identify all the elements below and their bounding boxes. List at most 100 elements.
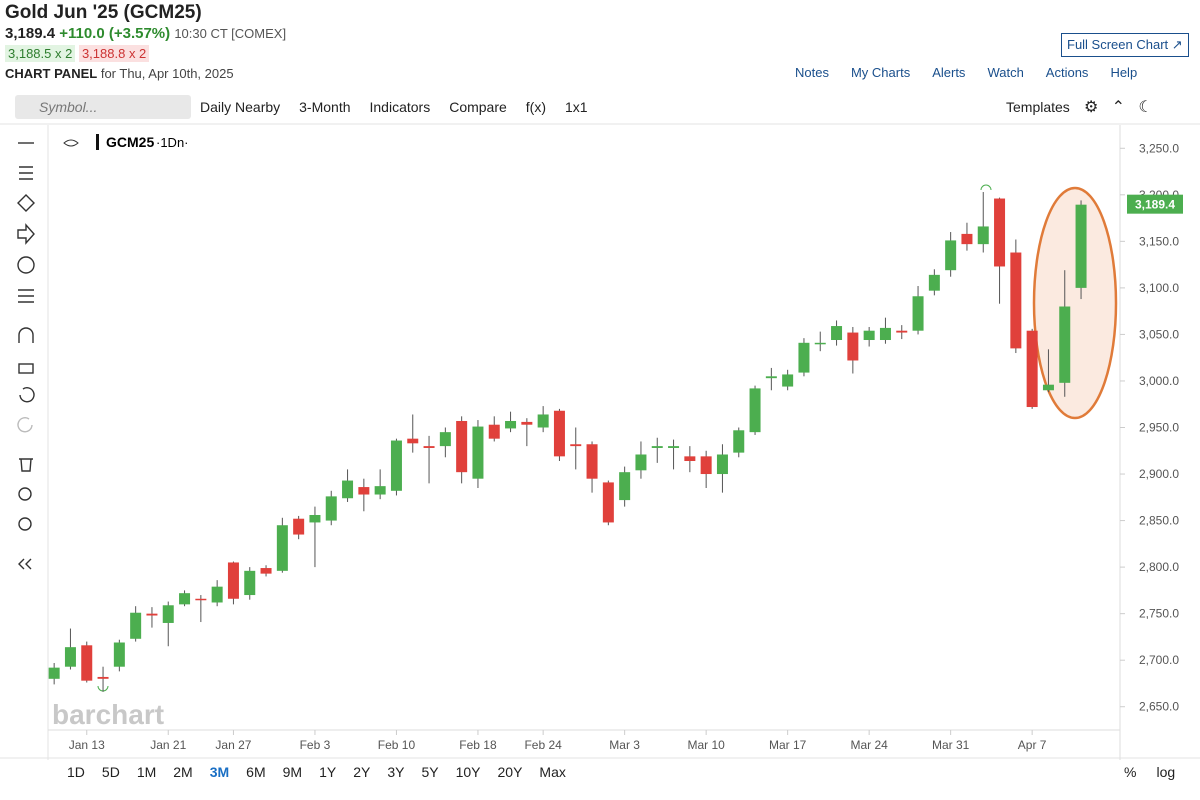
y-tick-label: 2,750.0: [1139, 607, 1179, 621]
tool-zoom-in[interactable]: [18, 487, 32, 501]
bid: 3,188.5 x 2: [5, 45, 76, 62]
candle-body: [668, 446, 680, 448]
tool-collapse[interactable]: [18, 558, 32, 570]
tool-magnet[interactable]: [18, 327, 34, 343]
candle-body: [48, 667, 60, 679]
candle-body: [64, 647, 76, 667]
x-tick-label: Feb 3: [300, 738, 331, 752]
range-button[interactable]: 2Y: [353, 764, 371, 780]
candle-body: [488, 424, 500, 439]
panel-label: CHART PANEL for Thu, Apr 10th, 2025: [5, 66, 234, 81]
range-button[interactable]: 5Y: [421, 764, 439, 780]
toolbar-item[interactable]: Indicators: [369, 99, 431, 115]
nav-link[interactable]: Watch: [987, 65, 1024, 80]
y-tick-label: 3,100.0: [1139, 281, 1179, 295]
tool-arrow[interactable]: [17, 223, 35, 245]
range-button[interactable]: 5D: [101, 764, 120, 780]
scale-option[interactable]: %: [1124, 764, 1137, 780]
toolbar-item[interactable]: Daily Nearby: [200, 99, 281, 115]
candle-body: [879, 327, 891, 341]
tool-lock[interactable]: [18, 363, 34, 374]
candle-body: [342, 480, 354, 499]
candle-body: [1042, 384, 1054, 391]
toolbar-icons[interactable]: ⚙ ⌃ ☾: [1084, 99, 1153, 116]
candle-body: [896, 330, 908, 333]
candle-body: [716, 454, 728, 475]
x-tick-label: Feb 24: [524, 738, 562, 752]
candle-body: [390, 440, 402, 491]
nav-link[interactable]: Help: [1110, 65, 1138, 80]
nav-link[interactable]: My Charts: [850, 65, 911, 80]
toolbar-item[interactable]: 3-Month: [299, 99, 351, 115]
last-price-label: 3,189.4: [1135, 198, 1175, 212]
tool-undo[interactable]: [19, 387, 35, 403]
candle-body: [325, 496, 337, 521]
y-tick-label: 2,850.0: [1139, 514, 1179, 528]
toolbar-item[interactable]: f(x): [525, 99, 547, 115]
range-button[interactable]: 1M: [136, 764, 157, 780]
range-button[interactable]: Max: [539, 764, 566, 780]
bid-ask: 3,188.5 x 2 3,188.8 x 2: [5, 45, 150, 62]
candle-body: [602, 482, 614, 523]
highlight-ellipse: [1032, 186, 1118, 420]
x-tick-label: Mar 10: [687, 738, 725, 752]
nav-link[interactable]: Notes: [795, 65, 829, 80]
range-button[interactable]: 10Y: [455, 764, 481, 780]
candle-body: [863, 330, 875, 341]
tool-fib[interactable]: [19, 166, 33, 180]
y-tick-label: 3,000.0: [1139, 374, 1179, 388]
templates[interactable]: Templates: [1006, 99, 1070, 115]
candle-body: [537, 414, 549, 428]
candle-body: [635, 454, 647, 471]
legend-eye[interactable]: [63, 139, 79, 147]
tool-redo[interactable]: [17, 417, 33, 433]
candle-body: [505, 420, 517, 429]
legend-symbol: GCM25: [106, 134, 154, 150]
candle-body: [293, 518, 305, 535]
candle-body: [1075, 204, 1087, 288]
quote: 3,189.4 +110.0 (+3.57%) 10:30 CT [COMEX]: [5, 25, 286, 42]
candle-body: [244, 570, 256, 596]
high-marker: [980, 184, 992, 191]
range-button[interactable]: 3M: [209, 764, 230, 780]
candle-body: [195, 598, 207, 601]
range-button[interactable]: 9M: [282, 764, 303, 780]
y-tick-label: 2,700.0: [1139, 653, 1179, 667]
candle-body: [651, 446, 663, 448]
scale-option[interactable]: log: [1156, 764, 1176, 780]
nav-link[interactable]: Actions: [1045, 65, 1089, 80]
range-button[interactable]: 1Y: [319, 764, 337, 780]
x-tick-label: Mar 31: [932, 738, 970, 752]
candle-body: [684, 456, 696, 462]
range-button[interactable]: 6M: [246, 764, 266, 780]
range-button[interactable]: 1D: [67, 764, 85, 780]
toolbar-item[interactable]: 1x1: [565, 99, 588, 115]
y-tick-label: 3,150.0: [1139, 234, 1179, 248]
candle-body: [1010, 252, 1022, 349]
nav-link[interactable]: Alerts: [932, 65, 966, 80]
tool-shape[interactable]: [17, 194, 35, 212]
candle-body: [912, 296, 924, 331]
toolbar-item[interactable]: Compare: [449, 99, 507, 115]
candle-body: [961, 233, 973, 245]
candle-body: [309, 514, 321, 523]
candle-body: [472, 426, 484, 479]
candle-body: [847, 332, 859, 361]
symbol-search[interactable]: Symbol...: [15, 95, 191, 119]
tool-count[interactable]: [17, 256, 35, 274]
tool-zoom-out[interactable]: [18, 517, 32, 531]
range-button[interactable]: 20Y: [497, 764, 523, 780]
candle-body: [227, 562, 239, 599]
ask: 3,188.8 x 2: [78, 45, 150, 62]
tool-pattern[interactable]: [18, 289, 34, 303]
x-tick-label: Mar 24: [850, 738, 888, 752]
x-tick-label: Jan 13: [69, 738, 105, 752]
panel-name: CHART PANEL: [5, 66, 98, 81]
candle-body: [586, 444, 598, 479]
range-button[interactable]: 3Y: [387, 764, 405, 780]
candle-body: [700, 456, 712, 475]
tool-delete[interactable]: [19, 458, 33, 472]
fullscreen-button[interactable]: Full Screen Chart ↗: [1061, 33, 1189, 57]
range-button[interactable]: 2M: [173, 764, 193, 780]
candle-body: [81, 645, 93, 681]
